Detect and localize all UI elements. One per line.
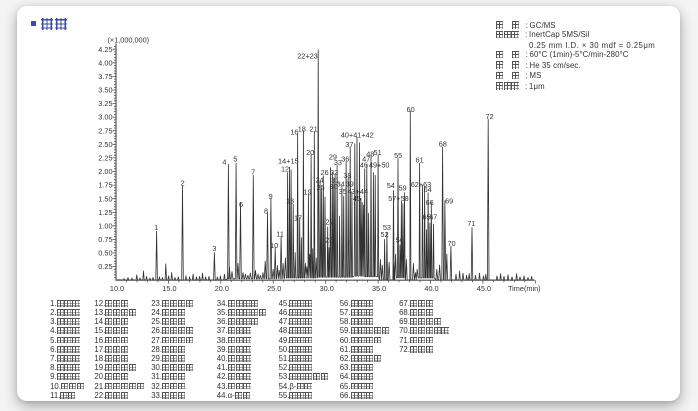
svg-text:69: 69 — [445, 196, 453, 205]
svg-text:0.75: 0.75 — [98, 235, 112, 244]
svg-text:29: 29 — [329, 153, 337, 162]
svg-text:3.75: 3.75 — [98, 72, 112, 81]
svg-text:15.0: 15.0 — [162, 284, 176, 293]
svg-text:20.0: 20.0 — [215, 284, 229, 293]
svg-text:68: 68 — [439, 139, 447, 148]
svg-text:28: 28 — [325, 236, 333, 245]
svg-text:72: 72 — [485, 112, 493, 121]
svg-text:37: 37 — [345, 140, 353, 149]
svg-text:17: 17 — [294, 213, 302, 222]
svg-text:35: 35 — [339, 187, 347, 196]
svg-text:2.50: 2.50 — [98, 140, 112, 149]
svg-text:3.00: 3.00 — [98, 113, 112, 122]
svg-text:51: 51 — [374, 148, 382, 157]
svg-text:4.25: 4.25 — [98, 45, 112, 54]
svg-text:65: 65 — [423, 212, 431, 221]
svg-text:1: 1 — [154, 223, 158, 232]
svg-text:43+44: 43+44 — [348, 187, 369, 196]
svg-text:1.50: 1.50 — [98, 194, 112, 203]
svg-text:3.25: 3.25 — [98, 99, 112, 108]
svg-text:5: 5 — [233, 154, 237, 163]
svg-text:31: 31 — [331, 176, 339, 185]
svg-text:4.00: 4.00 — [98, 58, 112, 67]
svg-text:30: 30 — [330, 182, 338, 191]
svg-text:11: 11 — [276, 230, 284, 239]
svg-text:1.00: 1.00 — [98, 221, 112, 230]
svg-text:0.25: 0.25 — [98, 262, 112, 271]
svg-text:62+63: 62+63 — [411, 180, 432, 189]
svg-text:27: 27 — [326, 217, 334, 226]
svg-text:47: 47 — [362, 155, 370, 164]
svg-text:64: 64 — [424, 185, 432, 194]
svg-text:39: 39 — [346, 179, 354, 188]
svg-text:0.50: 0.50 — [98, 249, 112, 258]
svg-text:38: 38 — [343, 171, 351, 180]
svg-text:3: 3 — [212, 244, 216, 253]
svg-text:40+41+42: 40+41+42 — [341, 130, 374, 139]
svg-text:59: 59 — [398, 184, 406, 193]
svg-text:20: 20 — [306, 148, 314, 157]
svg-text:25.0: 25.0 — [267, 284, 281, 293]
svg-text:35.0: 35.0 — [372, 284, 386, 293]
svg-text:14+15: 14+15 — [278, 157, 299, 166]
svg-text:2: 2 — [181, 178, 185, 187]
svg-text:6: 6 — [239, 200, 243, 209]
svg-text:3.50: 3.50 — [98, 86, 112, 95]
svg-text:30.0: 30.0 — [320, 284, 334, 293]
svg-text:24: 24 — [316, 176, 324, 185]
svg-text:71: 71 — [467, 219, 475, 228]
svg-text:7: 7 — [251, 167, 255, 176]
svg-text:53: 53 — [383, 223, 391, 232]
svg-text:70: 70 — [447, 239, 455, 248]
svg-text:48: 48 — [366, 150, 374, 159]
svg-text:52: 52 — [381, 230, 389, 239]
svg-text:60: 60 — [407, 105, 415, 114]
svg-text:2.75: 2.75 — [98, 126, 112, 135]
svg-text:45.0: 45.0 — [477, 284, 491, 293]
svg-text:55: 55 — [394, 151, 402, 160]
svg-text:22+23: 22+23 — [297, 51, 318, 60]
svg-text:13: 13 — [286, 197, 294, 206]
svg-text:67: 67 — [429, 212, 437, 221]
svg-text:34: 34 — [337, 179, 345, 188]
svg-text:10: 10 — [270, 241, 278, 250]
svg-text:32: 32 — [330, 168, 338, 177]
svg-text:45: 45 — [353, 194, 361, 203]
svg-text:2.00: 2.00 — [98, 167, 112, 176]
svg-text:18: 18 — [298, 125, 306, 134]
svg-text:21: 21 — [310, 125, 318, 134]
svg-text:10.0: 10.0 — [110, 284, 124, 293]
svg-text:36: 36 — [341, 155, 349, 164]
svg-text:1.75: 1.75 — [98, 181, 112, 190]
svg-text:66: 66 — [426, 198, 434, 207]
svg-text:40.0: 40.0 — [424, 284, 438, 293]
svg-text:54: 54 — [387, 181, 395, 190]
svg-text:12: 12 — [281, 165, 289, 174]
svg-text:16: 16 — [290, 128, 298, 137]
svg-text:19: 19 — [303, 188, 311, 197]
svg-text:(×1,000,000): (×1,000,000) — [108, 35, 150, 44]
svg-text:33: 33 — [334, 158, 342, 167]
svg-text:9: 9 — [269, 192, 273, 201]
svg-text:61: 61 — [416, 156, 424, 165]
svg-text:1.25: 1.25 — [98, 208, 112, 217]
svg-text:4: 4 — [222, 157, 226, 166]
svg-text:25: 25 — [317, 183, 325, 192]
svg-text:26: 26 — [321, 168, 329, 177]
svg-text:46: 46 — [360, 161, 368, 170]
svg-text:57+58: 57+58 — [388, 194, 409, 203]
svg-text:2.25: 2.25 — [98, 154, 112, 163]
svg-text:8: 8 — [264, 207, 268, 216]
svg-text:49+50: 49+50 — [369, 161, 390, 170]
svg-text:Time(min): Time(min) — [508, 284, 541, 293]
svg-text:56: 56 — [396, 236, 404, 245]
